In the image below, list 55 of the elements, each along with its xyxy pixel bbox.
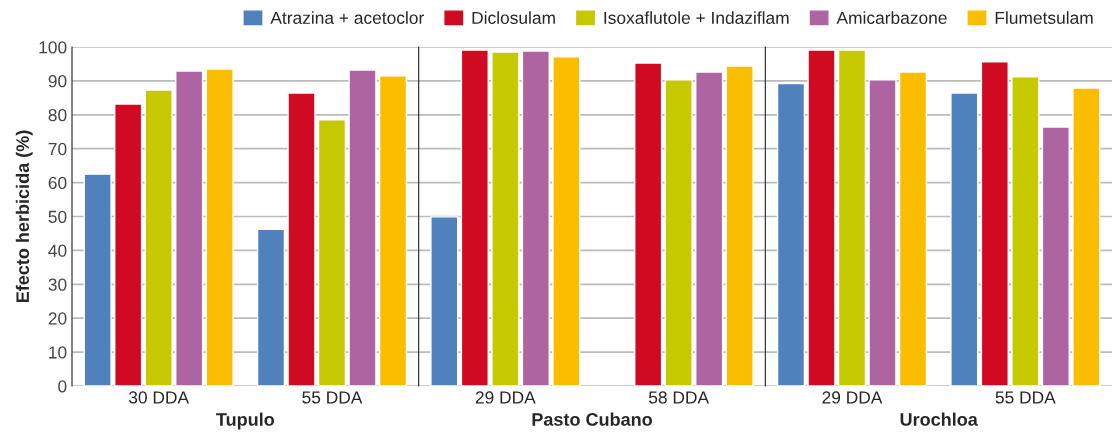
bar <box>837 49 867 386</box>
legend-label: Diclosulam <box>472 11 555 25</box>
bar <box>1072 87 1101 386</box>
bar <box>378 75 408 386</box>
bar <box>776 82 806 386</box>
x-tick-label: 30 DDA <box>128 391 190 404</box>
bar <box>725 65 754 386</box>
bar <box>695 71 724 386</box>
bar <box>664 79 693 386</box>
legend-label: Amicarbazone <box>836 11 947 25</box>
y-tick-label: 50 <box>48 210 67 223</box>
x-tick-label: 55 DDA <box>302 391 363 404</box>
y-tick-label: 100 <box>39 41 67 54</box>
bar <box>460 49 489 386</box>
bar <box>287 92 316 386</box>
bar <box>868 79 897 386</box>
y-tick-label: 70 <box>48 142 67 156</box>
bar <box>898 71 928 386</box>
x-tick-label: 58 DDA <box>648 391 710 404</box>
bar <box>521 50 550 386</box>
legend-label: Atrazina + acetoclor <box>270 11 424 25</box>
bar <box>491 51 520 386</box>
x-tick-label: 29 DDA <box>475 391 536 404</box>
x-axis-title: Tupulo <box>216 412 275 430</box>
bar <box>950 92 979 386</box>
bar <box>980 61 1009 386</box>
bar <box>807 49 836 386</box>
x-tick-label: 55 DDA <box>995 391 1056 404</box>
bar <box>256 228 286 386</box>
bar <box>83 173 112 386</box>
y-tick-label: 90 <box>48 75 67 88</box>
bar <box>175 70 204 386</box>
y-tick-label: 0 <box>58 380 67 393</box>
bar <box>1041 126 1070 386</box>
legend-label: Isoxaflutole + Indaziflam <box>604 11 789 25</box>
bar <box>634 62 663 386</box>
y-tick-label: 20 <box>48 312 67 325</box>
bar <box>1011 76 1040 386</box>
y-tick-label: 30 <box>48 278 67 291</box>
bar <box>317 119 347 386</box>
bar <box>144 89 173 386</box>
bar <box>348 69 377 386</box>
y-tick-label: 10 <box>49 346 67 359</box>
x-axis-title: Urochloa <box>900 412 978 426</box>
y-tick-label: 40 <box>48 244 67 257</box>
bar <box>430 216 459 386</box>
bar <box>205 68 234 386</box>
y-axis-title: Efecto herbicida (%) <box>15 130 33 303</box>
y-tick-label: 80 <box>48 108 67 122</box>
x-tick-label: 29 DDA <box>822 391 883 404</box>
bar <box>114 103 143 386</box>
y-tick-label: 60 <box>48 176 67 190</box>
legend-label: Flumetsulam <box>995 11 1093 25</box>
bar <box>552 56 581 386</box>
x-axis-title: Pasto Cubano <box>532 412 652 426</box>
